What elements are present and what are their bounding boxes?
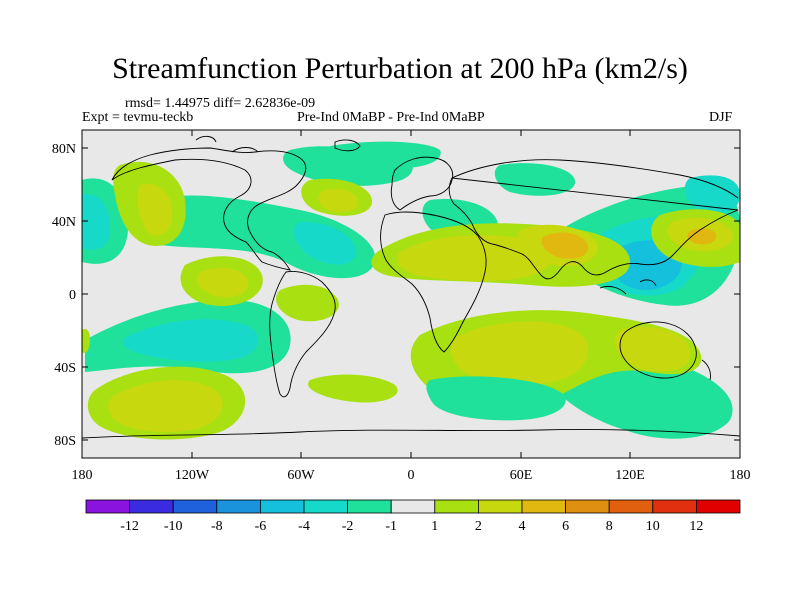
colorbar-label: 12 bbox=[689, 519, 703, 534]
lat-label: 40N bbox=[52, 215, 76, 230]
colorbar-label: 4 bbox=[519, 519, 526, 534]
colorbar-swatch bbox=[477, 499, 523, 514]
lon-label: 120W bbox=[175, 468, 210, 483]
island-coasts bbox=[599, 279, 711, 381]
lat-label: 40S bbox=[54, 361, 76, 376]
streamfunction-field bbox=[82, 130, 740, 458]
south-america-coast bbox=[269, 271, 336, 398]
colorbar-swatch bbox=[85, 499, 130, 514]
negative-region bbox=[426, 376, 566, 421]
colorbar-label: 10 bbox=[646, 519, 660, 534]
lon-label: 60E bbox=[510, 468, 533, 483]
positive-region bbox=[308, 374, 398, 403]
colorbar-label: 2 bbox=[475, 519, 482, 534]
colorbar-swatch bbox=[652, 499, 697, 514]
negative-region bbox=[82, 194, 111, 250]
antarctica-coast bbox=[82, 429, 740, 439]
colorbar-label: -1 bbox=[385, 519, 397, 534]
colorbar-label: 6 bbox=[562, 519, 569, 534]
lat-label: 80S bbox=[54, 434, 76, 449]
lon-label: 60W bbox=[287, 468, 315, 483]
colorbar-label: -2 bbox=[342, 519, 354, 534]
north-america-coast bbox=[111, 147, 307, 271]
negative-region bbox=[494, 163, 576, 196]
positive-region bbox=[614, 326, 691, 372]
lat-label: 80N bbox=[52, 142, 76, 157]
colorbar-swatch bbox=[696, 499, 741, 514]
colorbar-swatch bbox=[129, 499, 174, 514]
colorbar-label: -4 bbox=[298, 519, 310, 534]
colorbar: -12 -10 -8 -6 -4 -2 -1 1 2 4 6 8 10 12 bbox=[85, 499, 741, 534]
positive-region bbox=[82, 329, 90, 353]
positive-region bbox=[196, 267, 249, 298]
lon-label: 180 bbox=[730, 468, 751, 483]
lat-label: 0 bbox=[69, 288, 76, 303]
australia-coast bbox=[619, 321, 697, 379]
lon-label: 120E bbox=[615, 468, 645, 483]
colorbar-swatch bbox=[565, 499, 610, 514]
positive-region bbox=[276, 284, 339, 322]
colorbar-swatch bbox=[347, 499, 392, 514]
colorbar-swatch bbox=[172, 499, 218, 514]
positive-region bbox=[318, 188, 359, 213]
coastlines bbox=[82, 135, 740, 439]
colorbar-swatch bbox=[434, 499, 479, 514]
season-text: DJF bbox=[709, 110, 733, 125]
colorbar-swatch bbox=[303, 499, 348, 514]
lon-label: 180 bbox=[72, 468, 93, 483]
positive-region bbox=[396, 235, 551, 282]
colorbar-swatch bbox=[608, 499, 654, 514]
colorbar-label: 8 bbox=[606, 519, 613, 534]
negative-region bbox=[123, 319, 259, 362]
lon-label: 0 bbox=[408, 468, 415, 483]
positive-region bbox=[450, 321, 589, 386]
positive-region bbox=[137, 184, 173, 236]
negative-region bbox=[684, 175, 740, 214]
latitude-labels: 80N 40N 0 40S 80S bbox=[52, 142, 76, 449]
stats-text: rmsd= 1.44975 diff= 2.62836e-09 bbox=[125, 96, 316, 111]
neutral-band bbox=[82, 130, 740, 150]
positive-region bbox=[108, 380, 223, 433]
axis-ticks bbox=[81, 130, 741, 458]
africa-coast bbox=[380, 211, 487, 353]
colorbar-label: -6 bbox=[255, 519, 267, 534]
colorbar-swatch bbox=[259, 499, 305, 514]
colorbar-label: -10 bbox=[164, 519, 183, 534]
arctic-islands-coast bbox=[195, 135, 361, 153]
colorbar-label: -12 bbox=[120, 519, 139, 534]
experiment-text: Expt = tevmu-teckb bbox=[82, 110, 194, 125]
comparison-text: Pre-Ind 0MaBP - Pre-Ind 0MaBP bbox=[297, 110, 485, 125]
plot-title: Streamfunction Perturbation at 200 hPa (… bbox=[112, 52, 688, 85]
colorbar-swatch bbox=[521, 499, 566, 514]
longitude-labels: 180 120W 60W 0 60E 120E 180 bbox=[72, 468, 751, 483]
colorbar-swatch bbox=[390, 499, 436, 514]
europe-coast bbox=[390, 156, 454, 211]
positive-region bbox=[687, 228, 717, 245]
colorbar-label: 1 bbox=[431, 519, 438, 534]
asia-coast bbox=[448, 159, 739, 280]
positive-region bbox=[541, 232, 589, 259]
negative-region bbox=[293, 221, 357, 265]
colorbar-swatch bbox=[216, 499, 261, 514]
colorbar-label: -8 bbox=[211, 519, 223, 534]
